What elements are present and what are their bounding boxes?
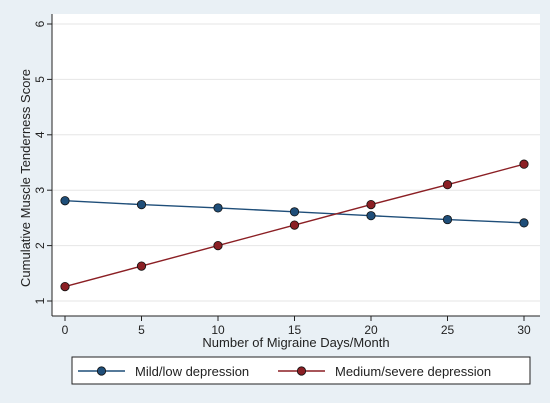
y-ticks: 1 2 3 4 5 6 — [33, 20, 52, 304]
y-tick-label: 3 — [33, 187, 47, 194]
x-ticks: 0 5 10 15 20 25 30 — [62, 316, 531, 337]
data-point-s1-3 — [289, 207, 300, 217]
data-point-s2-2 — [213, 241, 223, 251]
y-tick-label: 2 — [33, 242, 47, 249]
x-tick-label: 20 — [364, 323, 378, 337]
plot-area — [52, 14, 540, 316]
legend-swatch-marker-2 — [296, 366, 307, 376]
x-tick-label: 10 — [211, 323, 225, 337]
data-point-s1-0 — [60, 196, 70, 206]
gridlines — [52, 23, 540, 302]
legend: Mild/low depression Medium/severe depress… — [78, 364, 491, 379]
x-tick-label: 5 — [138, 323, 145, 337]
data-point-s1-4 — [366, 211, 376, 221]
y-tick-label: 5 — [33, 76, 47, 83]
x-tick-label: 15 — [288, 323, 302, 337]
y-tick-label: 4 — [33, 131, 47, 138]
x-tick-label: 30 — [517, 323, 531, 337]
y-tick-label: 6 — [33, 20, 47, 27]
data-point-s1-6 — [519, 218, 529, 228]
y-tick-label: 1 — [33, 297, 47, 304]
legend-label-2: Medium/severe depression — [335, 364, 491, 379]
data-point-s2-4 — [366, 200, 376, 210]
data-point-s2-3 — [289, 220, 300, 230]
data-point-s1-2 — [213, 203, 223, 213]
x-axis-label: Number of Migraine Days/Month — [202, 335, 389, 350]
data-point-s1-5 — [442, 214, 453, 225]
data-point-s2-1 — [136, 261, 147, 271]
data-point-s2-6 — [519, 159, 529, 169]
data-point-s2-5 — [442, 180, 453, 190]
legend-swatch-marker-1 — [96, 366, 107, 376]
data-point-s1-1 — [136, 200, 147, 210]
x-tick-label: 25 — [441, 323, 455, 337]
legend-label-1: Mild/low depression — [135, 364, 249, 379]
data-point-s2-0 — [60, 281, 70, 292]
x-tick-label: 0 — [62, 323, 69, 337]
series-layer — [60, 159, 529, 292]
y-axis-label: Cumulative Muscle Tenderness Score — [18, 69, 33, 287]
